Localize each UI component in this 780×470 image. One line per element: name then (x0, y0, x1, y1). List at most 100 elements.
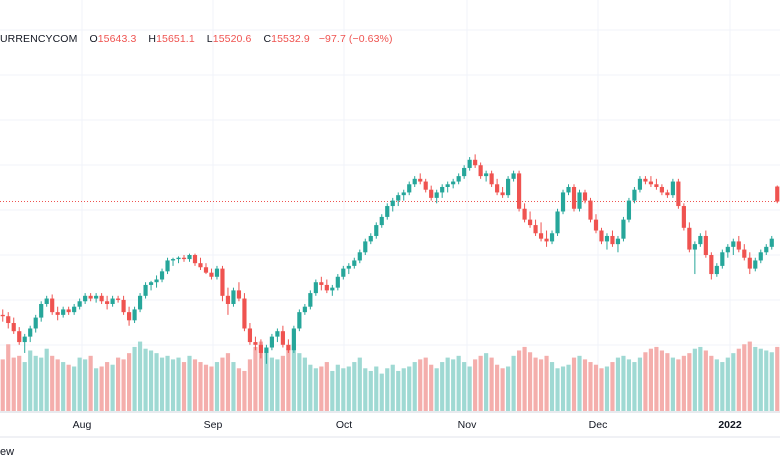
volume-bar (253, 346, 258, 411)
volume-bar (302, 357, 307, 411)
volume-bar (308, 364, 313, 411)
volume-bar (423, 357, 428, 411)
candle-body (33, 317, 38, 329)
candle-body (434, 192, 439, 198)
candle-body (269, 336, 274, 348)
ohlc-legend: URRENCYCOM O15643.3 H15651.1 L15520.6 C1… (0, 33, 393, 45)
volume-bar (500, 368, 505, 411)
volume-bar (368, 370, 373, 411)
footer-label[interactable]: ew (0, 446, 15, 458)
candle-body (533, 225, 538, 234)
volume-bar (346, 366, 351, 411)
volume-bar (643, 352, 648, 411)
candle-body (44, 298, 49, 304)
volume-bar (571, 357, 577, 411)
x-tick-label: 2022 (718, 419, 742, 431)
candle-body (654, 184, 659, 187)
candle-body (121, 299, 126, 313)
candle-body (560, 192, 566, 212)
candle-body (88, 295, 93, 299)
volume-bar (269, 357, 274, 411)
volume-bar (99, 366, 104, 411)
change-value: −97.7 (−0.63%) (318, 33, 393, 45)
candle-body (665, 192, 670, 196)
candle-body (412, 178, 417, 185)
x-tick-label: Sep (204, 419, 223, 431)
candle-body (39, 303, 44, 318)
candle-body (456, 176, 461, 182)
candle-body (280, 331, 285, 345)
volume-bar (280, 355, 285, 411)
candle-body (549, 233, 555, 242)
volume-bar (456, 355, 461, 411)
candle-body (626, 200, 632, 220)
candle-body (286, 344, 291, 351)
candle-body (720, 252, 725, 266)
volume-bar (6, 344, 11, 411)
candle-body (643, 178, 648, 182)
candle-body (55, 312, 60, 315)
volume-bar (170, 359, 176, 411)
candle-body (165, 260, 170, 272)
volume-bar (247, 359, 253, 411)
candle-body (137, 295, 143, 310)
candle-body (390, 200, 395, 207)
volume-bar (742, 344, 747, 411)
candle-body (516, 173, 522, 209)
candle-body (615, 238, 621, 245)
volume-bar (626, 359, 632, 411)
volume-bar (33, 355, 38, 411)
candle-body (742, 249, 747, 258)
volume-bar (181, 362, 187, 411)
volume-bar (632, 362, 637, 411)
volume-bar (291, 344, 296, 411)
candle-body (681, 206, 686, 228)
candle-body (313, 282, 318, 294)
volume-bar (39, 357, 44, 411)
candle-body (220, 268, 225, 296)
candle-body (302, 306, 307, 313)
volume-bar (709, 355, 714, 411)
candle-body (148, 282, 154, 285)
candle-body (132, 309, 137, 321)
candle-body (637, 178, 643, 190)
candle-body (484, 173, 489, 177)
candle-body (72, 306, 77, 313)
volume-bar (176, 357, 181, 411)
volume-bar (401, 368, 406, 411)
x-tick-label: Oct (336, 419, 352, 431)
volume-bar (28, 350, 33, 411)
candle-body (401, 192, 406, 196)
candle-body (500, 192, 505, 196)
candle-body (445, 184, 450, 187)
volume-bar (275, 359, 280, 411)
candle-body (379, 216, 384, 226)
candle-body (253, 342, 258, 345)
volume-bar (286, 348, 291, 411)
candle-body (154, 279, 159, 283)
candle-body (352, 260, 357, 266)
volume-bar (731, 353, 736, 411)
volume-bar (379, 373, 384, 411)
volume-bar (72, 366, 77, 411)
candle-body (28, 328, 33, 337)
candle-body (324, 284, 329, 291)
x-tick-label: Aug (73, 419, 92, 431)
x-tick-label: Nov (458, 419, 477, 431)
volume-bar (769, 352, 774, 411)
volume-bar (198, 362, 203, 411)
volume-bar (94, 368, 99, 411)
volume-bar (764, 350, 769, 411)
low-value: 15520.6 (212, 33, 252, 45)
candle-body (0, 314, 5, 317)
candle-body (632, 189, 637, 201)
volume-bar (637, 357, 643, 411)
volume-bar (83, 359, 88, 411)
candle-body (698, 235, 703, 245)
volume-bar (88, 355, 93, 411)
candle-body (319, 282, 324, 285)
volume-bar (335, 364, 340, 411)
candle-body (291, 328, 296, 351)
volume-bar (775, 346, 780, 411)
